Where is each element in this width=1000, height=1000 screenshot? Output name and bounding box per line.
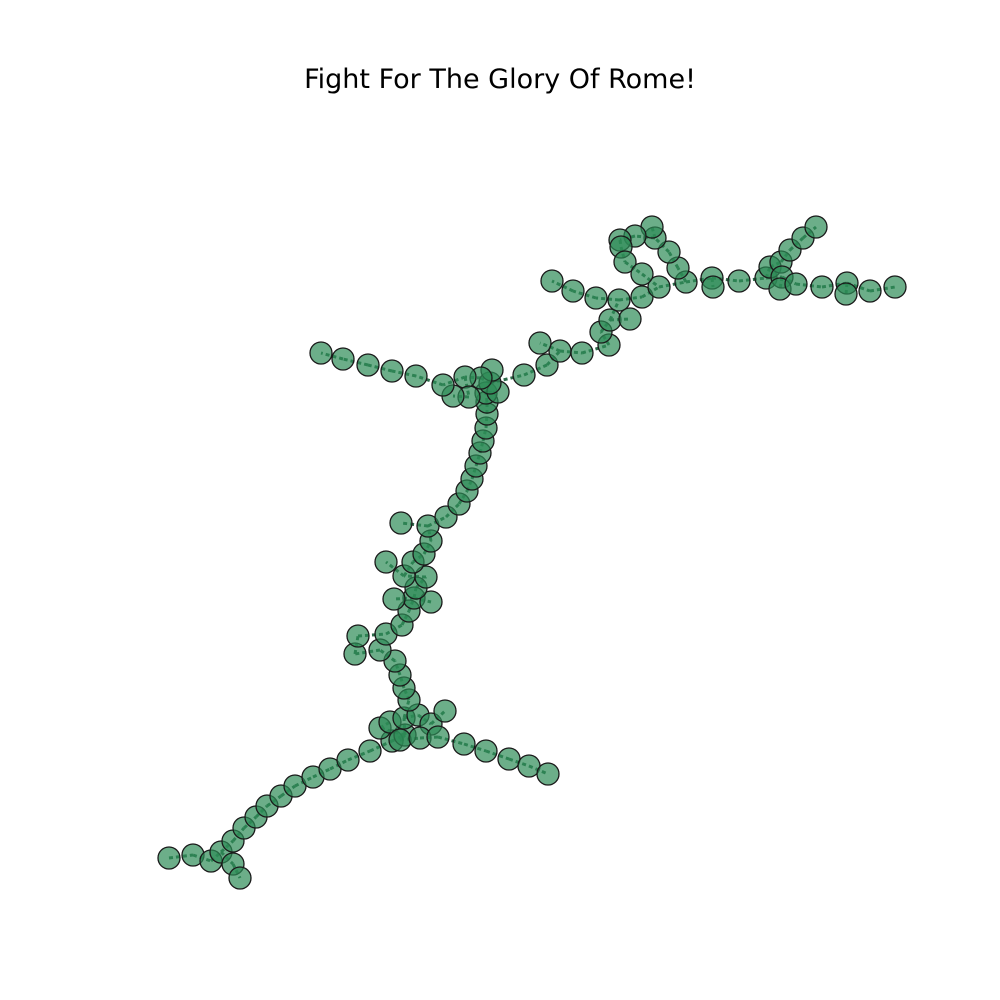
graph-node <box>431 373 455 397</box>
graph-node <box>382 587 406 611</box>
graph-node <box>561 279 585 303</box>
graph-node <box>647 275 671 299</box>
graph-node <box>598 308 622 332</box>
graph-node <box>404 364 428 388</box>
graph-node <box>228 866 252 890</box>
graph-node <box>433 699 457 723</box>
graph-node <box>389 511 413 535</box>
graph-node <box>358 739 382 763</box>
graph-nodes <box>157 215 907 890</box>
graph-node <box>453 365 477 389</box>
graph-node <box>474 739 498 763</box>
graph-node <box>356 353 380 377</box>
graph-node <box>452 732 476 756</box>
graph-node <box>336 748 360 772</box>
graph-node <box>388 728 412 752</box>
graph-node <box>497 747 521 771</box>
graph-node <box>810 275 834 299</box>
graph-node <box>804 215 828 239</box>
graph-node <box>883 275 907 299</box>
graph-node <box>309 341 333 365</box>
graph-node <box>607 288 631 312</box>
graph-node <box>657 240 681 264</box>
graph-node <box>157 846 181 870</box>
graph-node <box>858 279 882 303</box>
graph-node <box>331 347 355 371</box>
graph-edges <box>168 225 896 879</box>
graph-node <box>618 307 642 331</box>
graph-node <box>630 285 654 309</box>
graph-node <box>784 272 808 296</box>
graph-node <box>380 359 404 383</box>
graph-node <box>540 269 564 293</box>
graph-node <box>613 250 637 274</box>
graph-node <box>834 282 858 306</box>
graph-node <box>512 363 536 387</box>
graph-node <box>374 550 398 574</box>
graph-node <box>727 269 751 293</box>
graph-node <box>630 262 654 286</box>
graph-node <box>528 331 552 355</box>
graph-node <box>536 762 560 786</box>
graph-node <box>419 590 443 614</box>
graph-node <box>701 275 725 299</box>
graph-node <box>346 624 370 648</box>
chart-title: Fight For The Glory Of Rome! <box>304 64 696 95</box>
graph-node <box>426 725 450 749</box>
graph-node <box>570 341 594 365</box>
graph-node <box>584 286 608 310</box>
graph-node <box>548 339 572 363</box>
